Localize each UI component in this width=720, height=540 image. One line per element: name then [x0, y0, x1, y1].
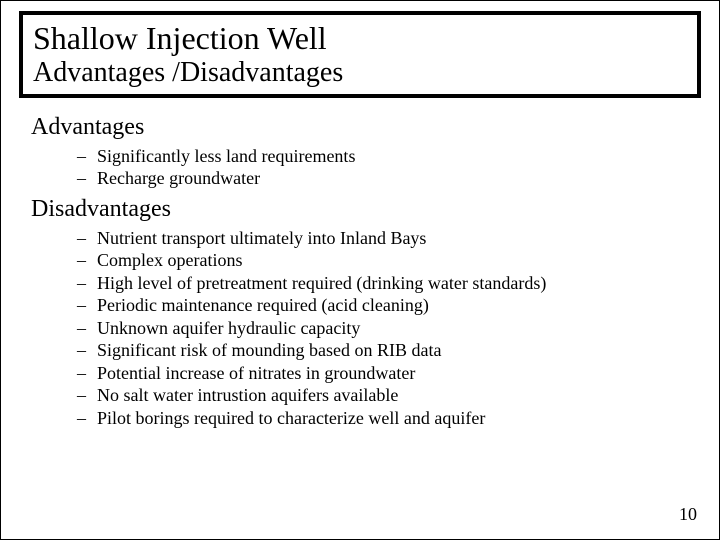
list-item-text: High level of pretreatment required (dri… [97, 272, 689, 295]
list-item-text: Unknown aquifer hydraulic capacity [97, 317, 689, 340]
dash-icon: – [77, 272, 97, 295]
list-item: – Complex operations [77, 249, 689, 272]
list-item-text: Periodic maintenance required (acid clea… [97, 294, 689, 317]
list-item: – Unknown aquifer hydraulic capacity [77, 317, 689, 340]
list-item: – Nutrient transport ultimately into Inl… [77, 227, 689, 250]
list-item-text: No salt water intrustion aquifers availa… [97, 384, 689, 407]
list-item-text: Complex operations [97, 249, 689, 272]
dash-icon: – [77, 362, 97, 385]
content: Advantages – Significantly less land req… [1, 98, 719, 430]
advantages-list: – Significantly less land requirements –… [31, 145, 689, 190]
dash-icon: – [77, 167, 97, 190]
list-item-text: Recharge groundwater [97, 167, 689, 190]
list-item: – Significant risk of mounding based on … [77, 339, 689, 362]
section-heading-advantages: Advantages [31, 114, 689, 141]
list-item: – Periodic maintenance required (acid cl… [77, 294, 689, 317]
section-heading-disadvantages: Disadvantages [31, 196, 689, 223]
dash-icon: – [77, 227, 97, 250]
dash-icon: – [77, 249, 97, 272]
list-item: – Significantly less land requirements [77, 145, 689, 168]
title-main: Shallow Injection Well [33, 21, 687, 56]
list-item-text: Significantly less land requirements [97, 145, 689, 168]
list-item-text: Potential increase of nitrates in ground… [97, 362, 689, 385]
dash-icon: – [77, 407, 97, 430]
title-box: Shallow Injection Well Advantages /Disad… [19, 11, 701, 98]
disadvantages-list: – Nutrient transport ultimately into Inl… [31, 227, 689, 430]
list-item-text: Significant risk of mounding based on RI… [97, 339, 689, 362]
list-item: – Recharge groundwater [77, 167, 689, 190]
dash-icon: – [77, 294, 97, 317]
page-number: 10 [679, 504, 697, 525]
dash-icon: – [77, 317, 97, 340]
dash-icon: – [77, 384, 97, 407]
dash-icon: – [77, 339, 97, 362]
list-item: – High level of pretreatment required (d… [77, 272, 689, 295]
list-item: – Potential increase of nitrates in grou… [77, 362, 689, 385]
dash-icon: – [77, 145, 97, 168]
list-item: – No salt water intrustion aquifers avai… [77, 384, 689, 407]
list-item-text: Nutrient transport ultimately into Inlan… [97, 227, 689, 250]
title-sub: Advantages /Disadvantages [33, 56, 687, 90]
list-item-text: Pilot borings required to characterize w… [97, 407, 689, 430]
list-item: – Pilot borings required to characterize… [77, 407, 689, 430]
